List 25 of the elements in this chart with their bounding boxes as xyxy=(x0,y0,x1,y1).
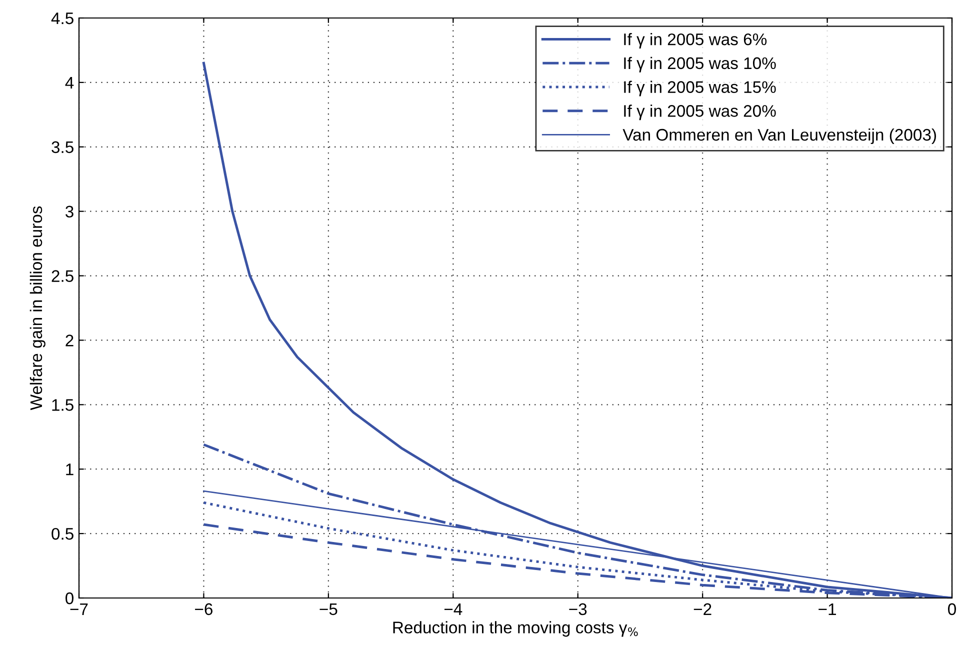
y-axis-title: Welfare gain in billion euros xyxy=(30,206,46,410)
x-tick-label: −4 xyxy=(444,603,462,615)
y-tick-label: 1.5 xyxy=(52,399,74,411)
y-tick-label: 4 xyxy=(65,77,74,88)
x-tick-label: −3 xyxy=(569,603,587,616)
y-tick-label: 2.5 xyxy=(52,270,74,282)
legend-label: If γ in 2005 was 20% xyxy=(624,104,776,120)
x-tick-label: −5 xyxy=(320,603,338,616)
x-axis-title: Reduction in the moving costs γ$_{%}$ xyxy=(393,621,638,637)
y-tick-label: 3 xyxy=(66,206,74,218)
y-tick-label: 3.5 xyxy=(52,141,74,154)
legend-label: If γ in 2005 was 6% xyxy=(624,33,767,49)
x-tick-label: −1 xyxy=(818,603,836,615)
x-tick-label: −7 xyxy=(70,603,88,615)
x-tick-label: −6 xyxy=(195,603,212,616)
y-tick-label: 4.5 xyxy=(51,12,74,24)
legend-label: If γ in 2005 was 15% xyxy=(624,80,776,96)
y-tick-label: 0 xyxy=(66,592,74,604)
legend-label: Van Ommeren en Van Leuvensteijn (2003) xyxy=(622,128,936,144)
y-tick-label: 0.5 xyxy=(52,528,74,540)
x-tick-label: 0 xyxy=(948,603,956,616)
x-tick-label: −2 xyxy=(694,603,712,615)
y-tick-label: 1 xyxy=(66,464,74,476)
legend-label: If γ in 2005 was 10% xyxy=(624,56,776,72)
y-tick-label: 2 xyxy=(66,334,74,346)
